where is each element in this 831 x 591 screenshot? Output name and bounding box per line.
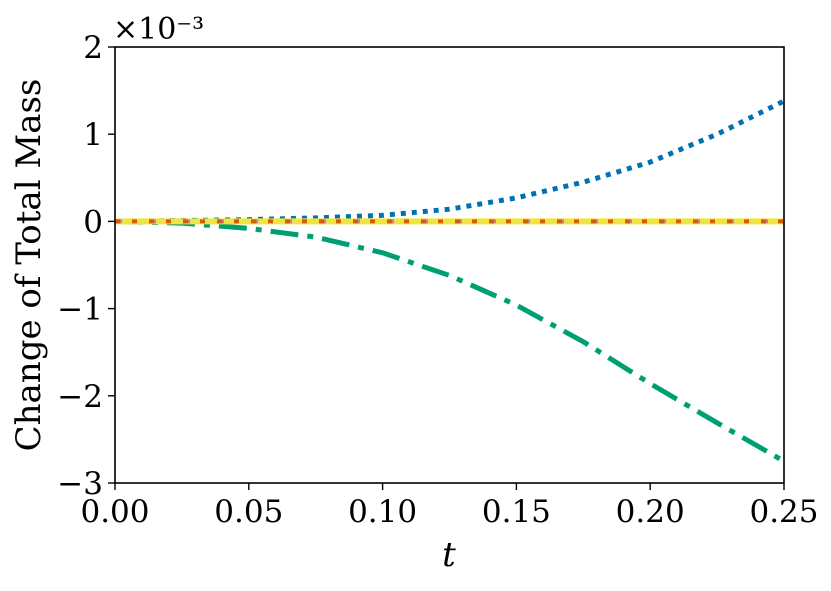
x-tick-label: 0.10	[348, 494, 417, 530]
y-axis-label: Change of Total Mass	[9, 79, 49, 452]
x-tick-label: 0.20	[616, 494, 685, 530]
x-tick-label: 0.25	[749, 494, 818, 530]
x-axis-label: t	[442, 535, 456, 575]
x-tick-label: 0.00	[80, 494, 149, 530]
y-tick-label: 2	[83, 30, 103, 66]
y-tick-label: −2	[57, 379, 103, 415]
y-tick-label: −1	[57, 292, 103, 328]
plot-frame	[114, 46, 785, 484]
y-offset-label: ×10⁻³	[113, 12, 204, 47]
series-line-2	[114, 218, 786, 464]
series-line-1	[114, 98, 786, 224]
x-tick-label: 0.05	[214, 494, 283, 530]
series-layer	[114, 98, 786, 464]
x-tick-label: 0.15	[482, 494, 551, 530]
ticks-layer: 0.00 0.05 0.10 0.15 0.20 0.25 −3 −2 −1 0 1 2	[57, 30, 818, 530]
y-tick-label: −3	[57, 466, 103, 502]
y-tick-label: 0	[83, 204, 103, 240]
y-tick-label: 1	[83, 117, 103, 153]
